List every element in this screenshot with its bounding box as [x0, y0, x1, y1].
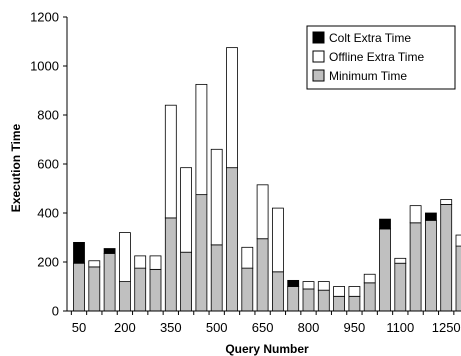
y-tick-label: 400 — [37, 206, 59, 221]
bar-minimum-time-250 — [134, 267, 147, 312]
bar-offline-extra-time-900 — [333, 286, 346, 297]
bar-colt-extra-time-50 — [73, 241, 85, 264]
bar-minimum-time-1200 — [424, 219, 437, 312]
bar-offline-extra-time-300 — [149, 255, 162, 270]
bar-colt-extra-time-150 — [103, 248, 116, 254]
bar-minimum-time-700 — [271, 271, 284, 312]
legend-box — [306, 25, 456, 90]
bar-minimum-time-1050 — [379, 228, 391, 312]
bar-minimum-time-550 — [226, 167, 238, 312]
bar-minimum-time-950 — [348, 295, 361, 312]
bar-offline-extra-time-1100 — [394, 257, 407, 264]
legend-label-offline-extra-time: Offline Extra Time — [329, 50, 424, 64]
bar-minimum-time-850 — [317, 289, 330, 312]
bar-minimum-time-100 — [88, 266, 101, 312]
bar-minimum-time-1300 — [455, 245, 461, 312]
bar-offline-extra-time-400 — [180, 167, 193, 253]
bar-minimum-time-1150 — [409, 222, 422, 312]
bar-minimum-time-1100 — [394, 262, 407, 312]
bar-colt-extra-time-1200 — [424, 212, 437, 221]
bar-minimum-time-400 — [180, 251, 193, 312]
bar-offline-extra-time-950 — [348, 286, 361, 297]
x-tick-label: 1250 — [432, 320, 461, 335]
y-tick-label: 800 — [37, 108, 59, 123]
bar-offline-extra-time-1150 — [409, 205, 422, 224]
bar-offline-extra-time-200 — [119, 232, 131, 283]
bar-offline-extra-time-1300 — [455, 234, 461, 247]
y-tick-label: 200 — [37, 255, 59, 270]
x-tick-label: 50 — [72, 320, 86, 335]
bar-offline-extra-time-250 — [134, 255, 147, 269]
x-tick-label: 950 — [344, 320, 366, 335]
y-axis-title: Execution Time — [9, 123, 23, 212]
bar-minimum-time-1000 — [363, 282, 376, 312]
bar-minimum-time-300 — [149, 268, 162, 312]
bar-minimum-time-450 — [195, 194, 208, 312]
y-ticks: 0 200 400 600 800 1000 1200 — [30, 10, 67, 319]
legend-swatch-minimum-time — [312, 69, 325, 82]
bar-minimum-time-800 — [302, 288, 315, 312]
bar-minimum-time-650 — [256, 238, 269, 312]
bar-offline-extra-time-500 — [210, 148, 223, 246]
legend-swatch-colt-extra-time — [312, 31, 325, 44]
bar-minimum-time-200 — [119, 281, 131, 312]
bar-offline-extra-time-450 — [195, 83, 208, 196]
bar-minimum-time-1250 — [440, 204, 453, 312]
y-tick-label: 0 — [52, 304, 59, 319]
y-tick-label: 1200 — [30, 10, 59, 25]
x-tick-label: 650 — [252, 320, 274, 335]
bar-offline-extra-time-550 — [226, 47, 238, 169]
x-tick-label: 500 — [206, 320, 228, 335]
x-axis-title: Query Number — [225, 342, 309, 356]
bar-offline-extra-time-1000 — [363, 273, 376, 284]
bar-offline-extra-time-600 — [241, 246, 254, 269]
bar-minimum-time-50 — [73, 262, 85, 312]
bar-offline-extra-time-700 — [271, 207, 284, 273]
x-tick-label: 1100 — [386, 320, 414, 335]
bars-layer — [73, 47, 461, 312]
bar-offline-extra-time-650 — [256, 184, 269, 240]
legend-swatch-offline-extra-time — [312, 50, 325, 63]
bar-offline-extra-time-1250 — [440, 199, 453, 205]
bar-offline-extra-time-350 — [164, 104, 177, 219]
bar-colt-extra-time-750 — [287, 279, 300, 287]
x-tick-label: 800 — [298, 320, 320, 335]
bar-minimum-time-350 — [164, 217, 177, 312]
bar-minimum-time-900 — [333, 295, 346, 312]
legend: Colt Extra Time Offline Extra Time Minimum… — [306, 25, 456, 90]
y-tick-label: 600 — [37, 157, 59, 172]
y-tick-label: 1000 — [30, 59, 59, 74]
bar-minimum-time-500 — [210, 244, 223, 312]
bar-minimum-time-600 — [241, 267, 254, 312]
legend-label-minimum-time: Minimum Time — [329, 69, 407, 83]
bar-offline-extra-time-800 — [302, 281, 315, 290]
x-tick-label: 200 — [114, 320, 136, 335]
bar-offline-extra-time-100 — [88, 260, 101, 268]
bar-colt-extra-time-1050 — [379, 218, 391, 230]
legend-label-colt-extra-time: Colt Extra Time — [329, 31, 411, 45]
x-ticks: 50 200 350 500 650 800 950 1100 1250 — [70, 311, 461, 335]
bar-minimum-time-150 — [103, 253, 116, 312]
bar-minimum-time-750 — [287, 286, 300, 312]
x-tick-label: 350 — [160, 320, 182, 335]
bar-offline-extra-time-850 — [317, 281, 330, 291]
